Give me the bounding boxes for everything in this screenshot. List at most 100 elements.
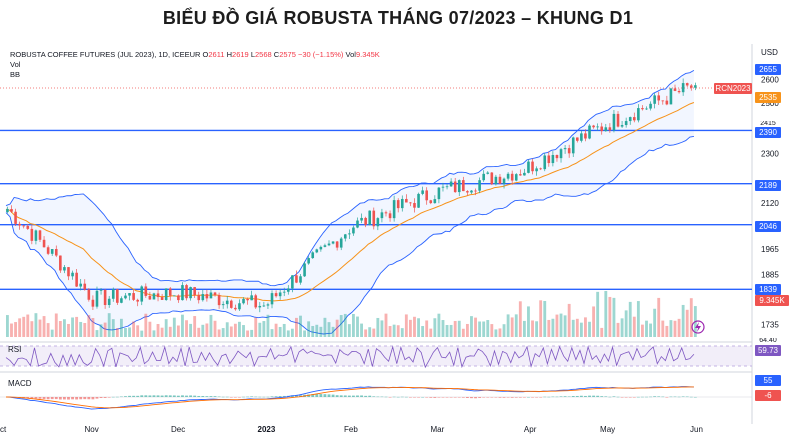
macd-hist-bar (539, 397, 543, 398)
candle-body (641, 108, 644, 110)
volume-bar (571, 319, 575, 337)
volume-bar (441, 320, 445, 337)
legend-high: 2619 (232, 50, 249, 59)
volume-bar (193, 316, 197, 337)
bb-middle-line (5, 102, 695, 302)
candle-body (360, 217, 363, 221)
volume-bar (71, 317, 74, 337)
macd-hist-bar (368, 395, 372, 397)
candle-body (665, 100, 669, 105)
macd-hist-bar (641, 396, 644, 398)
candle-body (201, 294, 205, 301)
candle-body (356, 220, 359, 228)
volume-bar (612, 297, 616, 337)
volume-bar (229, 326, 233, 337)
volume-bar (295, 317, 298, 337)
macd-hist-bar (201, 395, 205, 397)
volume-bar (551, 318, 555, 337)
macd-hist-bar (71, 397, 74, 400)
badge-level-1839: 1839 (755, 284, 781, 295)
volume-bar (258, 322, 262, 337)
volume-bar (380, 320, 384, 337)
macd-hist-bar (531, 397, 534, 398)
macd-hist-bar (498, 397, 502, 398)
y-tick-label: 1735 (761, 321, 779, 330)
alert-icon[interactable] (691, 320, 705, 334)
volume-bar (669, 320, 673, 337)
volume-bar (132, 321, 136, 337)
candle-body (124, 295, 127, 299)
macd-hist-bar (433, 397, 437, 398)
badge-rcn: RCN2023 (714, 83, 752, 94)
candle-body (238, 303, 241, 310)
volume-bar (119, 318, 123, 337)
macd-hist-bar (510, 397, 514, 398)
candle-body (75, 272, 78, 287)
candle-body (87, 289, 91, 300)
candle-body (99, 289, 103, 291)
macd-hist-bar (551, 396, 555, 398)
volume-bar (262, 321, 266, 337)
volume-bar (22, 316, 26, 337)
macd-hist-bar (58, 397, 62, 400)
volume-bar (592, 306, 596, 337)
volume-bar (689, 298, 693, 337)
candle-body (26, 225, 30, 229)
candle-body (494, 176, 498, 185)
macd-hist-bar (461, 397, 465, 398)
candle-body (392, 200, 396, 219)
volume-bar (465, 323, 469, 337)
candle-body (189, 287, 192, 299)
volume-bar (600, 327, 604, 337)
macd-hist-bar (238, 397, 241, 398)
macd-hist-bar (181, 395, 184, 397)
macd-hist-bar (624, 397, 628, 398)
macd-hist-bar (197, 395, 201, 397)
volume-bar (494, 329, 498, 337)
candle-body (657, 95, 661, 101)
macd-hist-bar (518, 397, 522, 398)
volume-bar (79, 321, 83, 337)
volume-bar (54, 313, 58, 337)
macd-hist-bar (360, 395, 363, 397)
macd-hist-bar (136, 395, 140, 397)
candle-body (567, 148, 571, 154)
x-tick-label: Dec (171, 425, 185, 434)
macd-hist-bar (278, 396, 282, 397)
macd-hist-bar (693, 396, 697, 398)
candle-body (295, 275, 298, 283)
macd-hist-bar (323, 394, 327, 397)
macd-hist-bar (588, 395, 591, 397)
candle-body (441, 186, 445, 188)
candle-body (604, 127, 608, 132)
volume-bar (87, 315, 91, 337)
macd-hist-bar (67, 397, 70, 400)
volume-bar (474, 317, 477, 337)
macd-hist-bar (522, 397, 526, 398)
macd-hist-bar (673, 396, 677, 398)
macd-hist-bar (372, 396, 376, 397)
volume-bar (136, 325, 140, 337)
volume-bar (372, 328, 376, 337)
macd-hist-bar (555, 396, 559, 398)
candle-body (181, 285, 184, 301)
macd-hist-bar (156, 395, 160, 397)
candle-body (327, 243, 331, 246)
macd-hist-bar (242, 396, 245, 398)
volume-bar (527, 306, 530, 337)
candle-body (30, 228, 34, 241)
macd-hist-bar (164, 395, 168, 397)
y-tick-label: 2300 (761, 150, 779, 159)
volume-bar (470, 316, 473, 337)
candle-body (303, 263, 306, 277)
volume-bar (677, 318, 681, 337)
volume-bar (266, 314, 270, 337)
volume-bar (30, 321, 34, 337)
candle-body (462, 180, 465, 192)
macd-hist-bar (103, 397, 107, 398)
macd-hist-bar (176, 395, 180, 397)
rsi-line (5, 345, 695, 369)
volume-bar (282, 323, 286, 337)
macd-hist-bar (636, 396, 640, 398)
